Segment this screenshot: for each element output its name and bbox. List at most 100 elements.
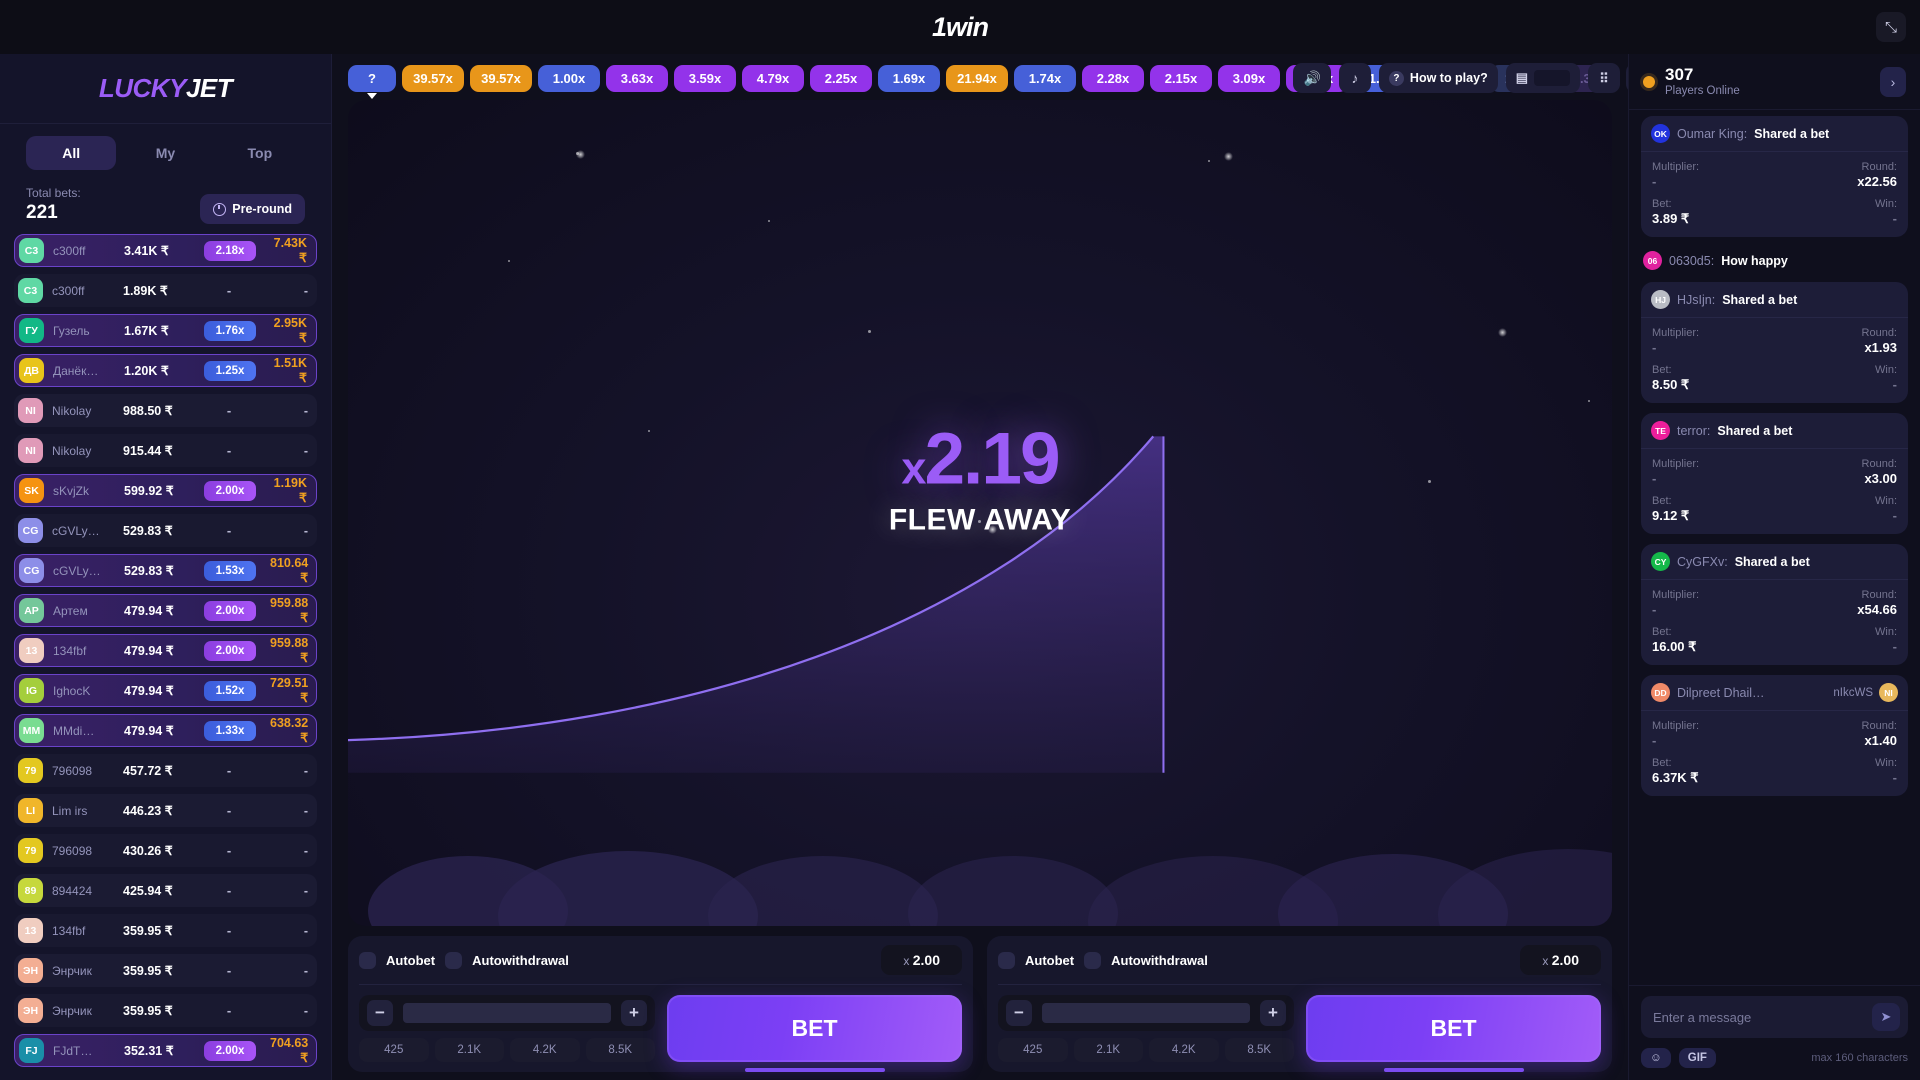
- bet-amount: 988.50 ₹: [123, 404, 173, 418]
- tab-all[interactable]: All: [26, 136, 117, 170]
- chat-shared-bet-card[interactable]: TE terror: Shared a bet Multiplier: Round: - x…: [1641, 413, 1908, 534]
- quick-stake-chips: 425 2.1K 4.2K 8.5K: [998, 1038, 1294, 1062]
- how-to-play-button[interactable]: ? How to play?: [1378, 63, 1498, 93]
- autowithdrawal-value[interactable]: x 2.00: [1520, 945, 1601, 975]
- tab-top[interactable]: Top: [247, 145, 273, 161]
- autobet-checkbox[interactable]: [359, 951, 376, 969]
- bet-multiplier-cell: 2.00x: [199, 480, 261, 501]
- quick-stake-chip[interactable]: 4.2K: [510, 1038, 580, 1062]
- gif-button[interactable]: GIF: [1678, 1048, 1716, 1068]
- bet-row[interactable]: CG cGVLy… 529.83 ₹ 1.53x 810.64 ₹: [14, 554, 317, 587]
- increase-stake-button[interactable]: +: [1260, 1000, 1286, 1026]
- history-multiplier-pill[interactable]: 1.00x: [538, 64, 600, 92]
- quick-stake-chip[interactable]: 2.1K: [1073, 1038, 1143, 1062]
- chat-shared-bet-card[interactable]: CY CyGFXv: Shared a bet Multiplier: Round: - x…: [1641, 544, 1908, 665]
- pre-round-badge[interactable]: Pre-round: [200, 194, 305, 224]
- bet-win-amount: 638.32 ₹: [270, 716, 309, 745]
- bet-row[interactable]: NI Nikolay 915.44 ₹ - -: [14, 434, 317, 467]
- stake-input[interactable]: [1042, 1003, 1250, 1023]
- chat-shared-bet-card[interactable]: HJ HJsIjn: Shared a bet Multiplier: Round: - x…: [1641, 282, 1908, 403]
- history-multiplier-pill[interactable]: 3.63x: [606, 64, 668, 92]
- autobet-label: Autobet: [386, 952, 436, 968]
- history-multiplier-pill[interactable]: 39.57x: [470, 64, 532, 92]
- bet-row[interactable]: 89 894424 425.94 ₹ - -: [14, 874, 317, 907]
- chat-messages[interactable]: OK Oumar King: Shared a bet Multiplier: Roun…: [1629, 110, 1920, 985]
- chat-input-placeholder[interactable]: Enter a message: [1653, 1009, 1752, 1025]
- history-multiplier-pill[interactable]: 4.79x: [742, 64, 804, 92]
- multiplier-label: Multiplier:: [1652, 458, 1700, 470]
- chat-text: Shared a bet: [1734, 554, 1810, 569]
- history-multiplier-pill[interactable]: 3.09x: [1218, 64, 1280, 92]
- bet-row[interactable]: 79 796098 430.26 ₹ - -: [14, 834, 317, 867]
- tab-my[interactable]: My: [155, 145, 176, 161]
- history-multiplier-pill[interactable]: 2.28x: [1082, 64, 1144, 92]
- bet-row[interactable]: ДВ Данёк… 1.20K ₹ 1.25x 1.51K ₹: [14, 354, 317, 387]
- history-multiplier-pill[interactable]: 2.15x: [1150, 64, 1212, 92]
- quick-stake-chip[interactable]: 4.2K: [1149, 1038, 1219, 1062]
- bet-row[interactable]: LI Lim irs 446.23 ₹ - -: [14, 794, 317, 827]
- chat-shared-bet-card[interactable]: DD Dilpreet Dhail… nIkcWS NI Multiplier: Roun…: [1641, 675, 1908, 796]
- speaker-icon[interactable]: 🔊: [1293, 63, 1331, 93]
- history-multiplier-pill[interactable]: 1.69x: [878, 64, 940, 92]
- chevron-right-icon[interactable]: ›: [1880, 66, 1906, 97]
- bet-row[interactable]: ГУ Гузель 1.67K ₹ 1.76x 2.95K ₹: [14, 314, 317, 347]
- autowithdrawal-checkbox[interactable]: [445, 951, 463, 969]
- avatar: TE: [1651, 421, 1670, 440]
- bet-row[interactable]: FJ FJdT… 352.31 ₹ 2.00x 704.63 ₹: [14, 1034, 317, 1067]
- bet-row[interactable]: ЭН Энрчик 359.95 ₹ - -: [14, 954, 317, 987]
- bet-row[interactable]: C3 c300ff 3.41K ₹ 2.18x 7.43K ₹: [14, 234, 317, 267]
- chat-user: terror:: [1677, 423, 1711, 438]
- multiplier-value: -: [1652, 733, 1657, 748]
- smiley-icon[interactable]: ☺: [1641, 1048, 1671, 1068]
- decrease-stake-button[interactable]: −: [367, 1000, 393, 1026]
- bets-list[interactable]: C3 c300ff 3.41K ₹ 2.18x 7.43K ₹ C3 c300ff 1.89K…: [0, 234, 331, 1080]
- collapse-icon[interactable]: ⤡: [1876, 12, 1906, 42]
- clock-history-icon[interactable]: [1626, 63, 1628, 93]
- autowithdrawal-checkbox[interactable]: [1084, 951, 1102, 969]
- bet-row[interactable]: 13 134fbf 359.95 ₹ - -: [14, 914, 317, 947]
- autobet-checkbox[interactable]: [998, 951, 1015, 969]
- quick-stake-chip[interactable]: 425: [359, 1038, 429, 1062]
- stake-input[interactable]: [403, 1003, 611, 1023]
- quick-stake-chip[interactable]: 8.5K: [585, 1038, 655, 1062]
- bet-row[interactable]: CG cGVLy… 529.83 ₹ - -: [14, 514, 317, 547]
- bet-button[interactable]: BET: [1306, 995, 1601, 1062]
- increase-stake-button[interactable]: +: [621, 1000, 647, 1026]
- history-multiplier-pill[interactable]: 3.59x: [674, 64, 736, 92]
- music-note-icon[interactable]: ♪: [1338, 63, 1371, 93]
- chat-input-wrap[interactable]: Enter a message ➤: [1641, 996, 1908, 1038]
- chat-text: Shared a bet: [1717, 423, 1793, 438]
- bet-row[interactable]: IG IghocK 479.94 ₹ 1.52x 729.51 ₹: [14, 674, 317, 707]
- history-multiplier-pill[interactable]: 1.74x: [1014, 64, 1076, 92]
- quick-stake-chip[interactable]: 8.5K: [1224, 1038, 1294, 1062]
- avatar: ДВ: [19, 358, 44, 383]
- wallet-icon[interactable]: ▤: [1505, 63, 1580, 93]
- history-multiplier-pill[interactable]: 2.25x: [810, 64, 872, 92]
- bet-button[interactable]: BET: [667, 995, 962, 1062]
- bet-row[interactable]: C3 c300ff 1.89K ₹ - -: [14, 274, 317, 307]
- bet-row[interactable]: NI Nikolay 988.50 ₹ - -: [14, 394, 317, 427]
- history-current-round[interactable]: ?: [348, 64, 396, 92]
- chat-card-body: Multiplier: Round: - x22.56 Bet: Win: 3.89 ₹ -: [1641, 151, 1908, 237]
- bet-row[interactable]: AP Артем 479.94 ₹ 2.00x 959.88 ₹: [14, 594, 317, 627]
- bet-user-name: Lim irs: [52, 803, 88, 818]
- quick-stake-chip[interactable]: 2.1K: [434, 1038, 504, 1062]
- bet-row[interactable]: 79 796098 457.72 ₹ - -: [14, 754, 317, 787]
- bet-amount: 479.94 ₹: [124, 684, 174, 698]
- send-icon[interactable]: ➤: [1872, 1003, 1900, 1031]
- logo-lucky-text: LUCKY: [98, 73, 187, 103]
- bet-row[interactable]: MM MMdi… 479.94 ₹ 1.33x 638.32 ₹: [14, 714, 317, 747]
- bet-row[interactable]: SK sKvjZk 599.92 ₹ 2.00x 1.19K ₹: [14, 474, 317, 507]
- bet-row[interactable]: 13 134fbf 479.94 ₹ 2.00x 959.88 ₹: [14, 634, 317, 667]
- chat-card-header: HJ HJsIjn: Shared a bet: [1641, 282, 1908, 317]
- history-multiplier-pill[interactable]: 21.94x: [946, 64, 1008, 92]
- avatar: 13: [19, 638, 44, 663]
- grid-icon[interactable]: ⠿: [1588, 63, 1620, 93]
- autowithdrawal-value[interactable]: x 2.00: [881, 945, 962, 975]
- bet-row[interactable]: ЭН Энрчик 359.95 ₹ - -: [14, 994, 317, 1027]
- decrease-stake-button[interactable]: −: [1006, 1000, 1032, 1026]
- bet-multiplier-cell: -: [198, 843, 260, 858]
- chat-shared-bet-card[interactable]: OK Oumar King: Shared a bet Multiplier: Roun…: [1641, 116, 1908, 237]
- quick-stake-chip[interactable]: 425: [998, 1038, 1068, 1062]
- history-multiplier-pill[interactable]: 39.57x: [402, 64, 464, 92]
